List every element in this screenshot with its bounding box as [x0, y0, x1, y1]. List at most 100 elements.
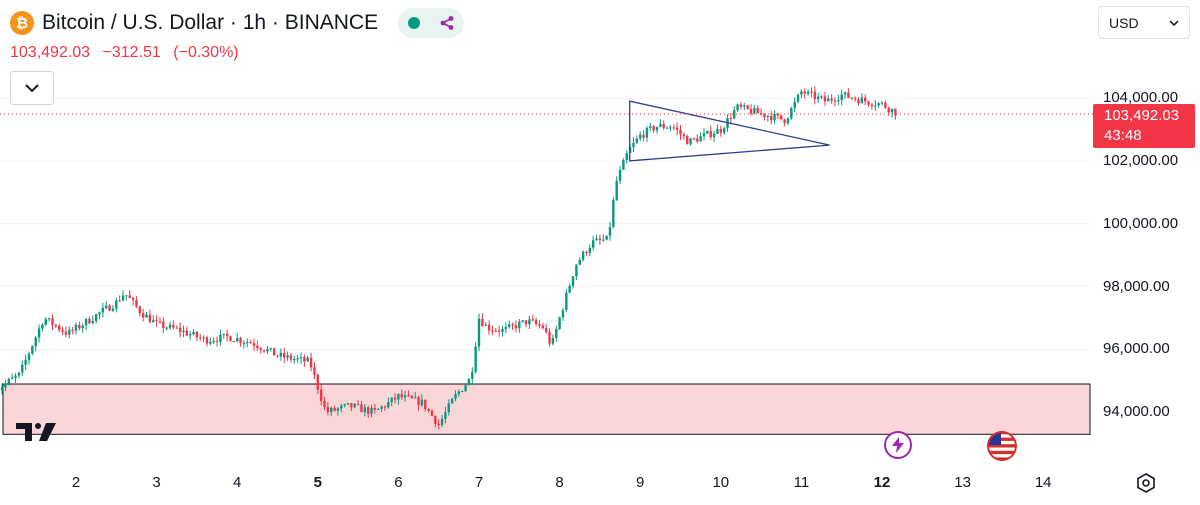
candle-body [585, 251, 588, 254]
candle-body [256, 345, 259, 349]
candle-body [229, 336, 232, 342]
candle-body [474, 346, 477, 372]
candle-body [534, 320, 538, 325]
triangle-pattern-drawing[interactable] [629, 100, 830, 162]
candle-body [686, 136, 689, 145]
candle-body [521, 320, 524, 322]
candle-body [299, 357, 303, 359]
candle-body [138, 306, 142, 314]
candle-body [595, 238, 598, 241]
candle-body [565, 292, 568, 310]
price-axis-label: 96,000.00 [1103, 340, 1170, 358]
candle-body [118, 300, 121, 302]
price-change: −312.51 [102, 44, 161, 61]
candle-body [377, 408, 380, 410]
candle-body [54, 324, 58, 326]
candle-body [350, 403, 353, 408]
candle-body [47, 318, 51, 320]
candle-body [88, 318, 91, 324]
candle-body [853, 98, 857, 100]
candle-body [568, 285, 571, 293]
candle-body [155, 320, 158, 322]
candle-body [491, 330, 494, 332]
candle-body [246, 342, 249, 344]
candle-body [874, 105, 877, 107]
candle-body [518, 321, 521, 329]
candle-body [336, 408, 340, 411]
candle-body [17, 372, 21, 376]
price-change-percent: (−0.30%) [173, 44, 239, 61]
candlestick-series [0, 86, 897, 430]
candle-body [272, 348, 276, 356]
candle-body [575, 264, 578, 277]
candle-body [541, 325, 545, 329]
candle-body [669, 127, 672, 129]
candle-body [78, 324, 81, 329]
candle-body [632, 142, 635, 148]
candle-body [212, 341, 215, 343]
candle-body [591, 240, 595, 248]
candle-body [366, 407, 370, 414]
time-axis-label: 7 [474, 474, 484, 491]
us-flag-icon[interactable] [987, 431, 1017, 461]
candle-body [444, 412, 447, 419]
time-axis-label: 3 [152, 474, 161, 491]
status-pill[interactable] [398, 8, 465, 38]
candle-body [615, 180, 618, 200]
candle-body [232, 341, 236, 343]
candle-body [286, 355, 289, 358]
candle-body [205, 337, 209, 344]
candle-body [407, 395, 410, 397]
candle-body [44, 319, 47, 325]
candle-body [471, 371, 474, 379]
candle-body [108, 305, 111, 311]
candle-body [101, 307, 105, 313]
candle-body [58, 325, 61, 330]
settings-icon[interactable] [1135, 472, 1157, 499]
candle-body [501, 328, 504, 332]
candle-body [413, 397, 417, 399]
candle-body [477, 318, 481, 347]
candle-body [716, 129, 719, 134]
collapse-legend-button[interactable] [10, 71, 54, 105]
candle-body [860, 97, 864, 104]
candle-body [172, 324, 175, 328]
candle-body [111, 308, 115, 311]
candle-body [249, 342, 252, 344]
candle-body [538, 324, 541, 326]
currency-select[interactable]: USD [1098, 6, 1190, 39]
candle-body [252, 343, 256, 346]
time-axis-label: 10 [712, 474, 730, 491]
candle-body [306, 357, 309, 362]
candle-body [185, 330, 189, 336]
symbol-title[interactable]: Bitcoin / U.S. Dollar · 1h · BINANCE [42, 11, 379, 34]
tradingview-logo[interactable] [16, 420, 62, 449]
candle-body [437, 424, 440, 426]
candle-body [326, 407, 330, 413]
candle-body [642, 134, 645, 138]
price-axis-label: 104,000.00 [1103, 89, 1179, 106]
candle-body [645, 127, 649, 138]
candle-body [266, 349, 269, 352]
support-zone[interactable] [2, 383, 1091, 435]
candle-body [786, 118, 790, 124]
candle-body [497, 330, 501, 332]
candle-body [0, 387, 4, 391]
candle-body [857, 99, 860, 104]
candle-body [410, 395, 414, 399]
candle-body [373, 407, 377, 410]
candle-body [605, 235, 608, 240]
lightning-icon[interactable] [884, 431, 912, 459]
candle-body [148, 314, 152, 323]
candle-body [24, 359, 27, 365]
candle-body [195, 331, 199, 338]
candle-body [450, 398, 454, 404]
candle-body [675, 127, 679, 130]
candle-body [303, 357, 306, 362]
market-open-icon [407, 17, 420, 29]
candle-body [330, 407, 333, 413]
time-axis-label: 2 [71, 474, 81, 491]
candle-body [4, 383, 7, 388]
